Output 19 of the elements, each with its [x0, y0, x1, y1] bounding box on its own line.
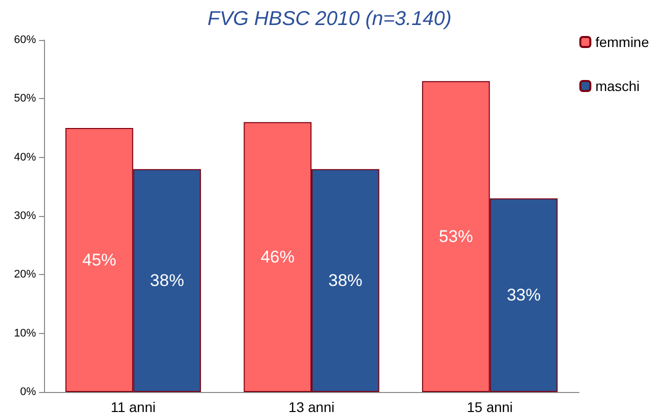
x-tick-label: 15 anni — [466, 399, 513, 415]
data-label: 33% — [506, 286, 541, 305]
data-label: 53% — [438, 227, 473, 246]
data-label: 45% — [82, 250, 116, 270]
y-tick-label: 0% — [20, 386, 36, 398]
data-label: 46% — [260, 248, 295, 267]
data-label: 38% — [328, 271, 362, 290]
y-tick-label: 10% — [14, 327, 36, 340]
y-tick-label: 40% — [14, 151, 36, 164]
y-tick-label: 50% — [14, 92, 36, 105]
y-tick-label: 30% — [14, 210, 36, 222]
legend-label: femmine — [595, 34, 650, 50]
chart-title: FVG HBSC 2010 (n=3.140) — [207, 8, 452, 30]
data-label: 38% — [150, 271, 184, 290]
x-tick-label: 13 anni — [288, 399, 334, 415]
y-tick-label: 20% — [14, 268, 36, 281]
x-tick-label: 11 anni — [110, 399, 156, 415]
legend-label: maschi — [595, 78, 640, 94]
y-tick-label: 60% — [14, 34, 36, 46]
